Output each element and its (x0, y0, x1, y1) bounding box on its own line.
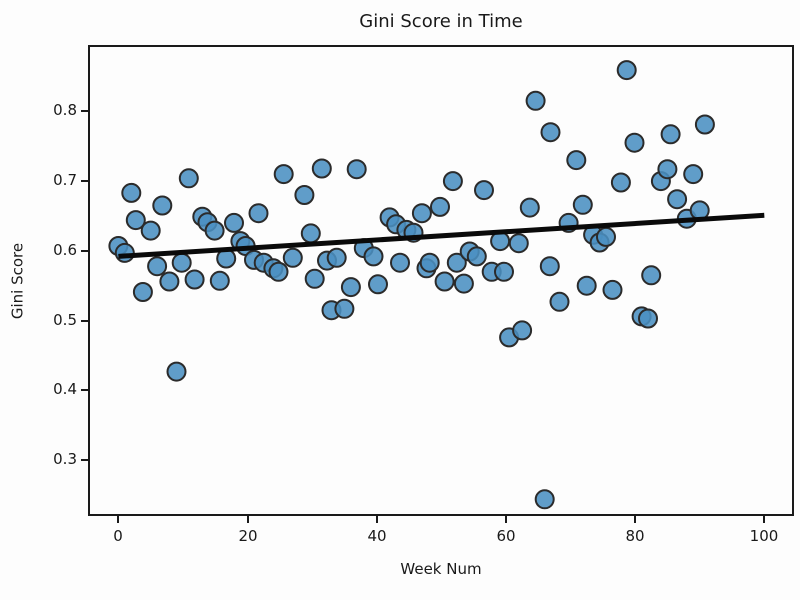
data-point (446, 252, 467, 273)
data-point (430, 196, 450, 217)
x-tick-mark (247, 516, 249, 523)
data-point (434, 271, 455, 292)
data-point (248, 203, 269, 224)
data-point (121, 182, 142, 203)
x-tick-label: 40 (367, 527, 387, 545)
data-point (539, 256, 560, 277)
y-tick-label: 0.5 (53, 311, 77, 329)
data-point (683, 164, 704, 185)
data-point (519, 197, 540, 218)
y-tick-mark (81, 110, 88, 112)
data-point (114, 242, 135, 263)
data-point (453, 273, 474, 294)
data-point (132, 282, 153, 302)
data-point (602, 279, 623, 300)
y-tick-label: 0.8 (53, 101, 77, 119)
x-tick-mark (634, 516, 636, 523)
data-point (572, 194, 593, 215)
data-point (512, 320, 533, 341)
y-tick-label: 0.6 (53, 241, 77, 259)
data-point (334, 298, 355, 319)
data-point (534, 489, 555, 510)
data-point (166, 361, 187, 382)
x-tick-mark (763, 516, 765, 523)
x-tick-label: 20 (238, 527, 258, 545)
x-tick-label: 0 (113, 527, 123, 545)
data-point (624, 132, 645, 153)
data-point (508, 233, 529, 254)
data-point (147, 256, 168, 277)
data-point (390, 252, 410, 273)
data-point (525, 90, 546, 111)
data-point (363, 246, 384, 267)
plot-area (88, 45, 794, 516)
data-point (294, 185, 315, 205)
data-point (442, 171, 463, 192)
data-point (209, 270, 230, 291)
y-tick-mark (81, 180, 88, 182)
x-tick-label: 60 (496, 527, 516, 545)
data-point (419, 252, 440, 273)
data-point (282, 247, 303, 268)
y-tick-mark (81, 389, 88, 391)
y-axis-label: Gini Score (8, 242, 27, 320)
y-tick-mark (81, 250, 88, 252)
data-point (694, 114, 715, 135)
data-point (125, 210, 146, 231)
y-tick-label: 0.3 (53, 450, 77, 468)
y-tick-mark (81, 459, 88, 461)
x-axis-label: Week Num (400, 560, 482, 578)
data-point (340, 277, 361, 298)
data-point (566, 150, 587, 171)
data-point (540, 122, 561, 143)
data-point (610, 172, 631, 193)
data-point (224, 212, 244, 233)
data-point (300, 223, 321, 244)
data-point (304, 268, 325, 289)
data-point (466, 246, 487, 267)
data-point (171, 252, 192, 273)
data-point (311, 158, 332, 179)
data-point (140, 220, 161, 241)
data-point (326, 247, 347, 268)
scatter-plot (108, 60, 765, 510)
y-tick-mark (81, 320, 88, 322)
data-point (273, 164, 294, 185)
x-tick-mark (505, 516, 507, 523)
data-point (346, 159, 367, 180)
data-point (667, 189, 688, 210)
data-point (184, 269, 205, 290)
data-point (641, 265, 662, 286)
data-point (474, 180, 494, 201)
x-tick-mark (117, 516, 119, 523)
data-point (596, 226, 616, 247)
data-point (494, 261, 514, 282)
data-point (657, 159, 678, 180)
chart-title: Gini Score in Time (359, 11, 523, 32)
data-point (204, 220, 225, 241)
data-point (549, 291, 570, 312)
y-tick-label: 0.4 (53, 380, 77, 398)
data-point (178, 168, 199, 189)
y-tick-label: 0.7 (53, 171, 77, 189)
data-point (616, 60, 637, 81)
data-point (368, 274, 388, 295)
trend-line (118, 212, 765, 259)
data-point (638, 308, 658, 329)
x-tick-label: 100 (749, 527, 779, 545)
data-point (411, 203, 432, 224)
x-tick-label: 80 (625, 527, 645, 545)
data-point (660, 124, 681, 145)
data-point (268, 261, 289, 282)
data-point (152, 195, 173, 216)
data-point (159, 271, 180, 292)
data-point (576, 275, 597, 296)
x-tick-mark (376, 516, 378, 523)
